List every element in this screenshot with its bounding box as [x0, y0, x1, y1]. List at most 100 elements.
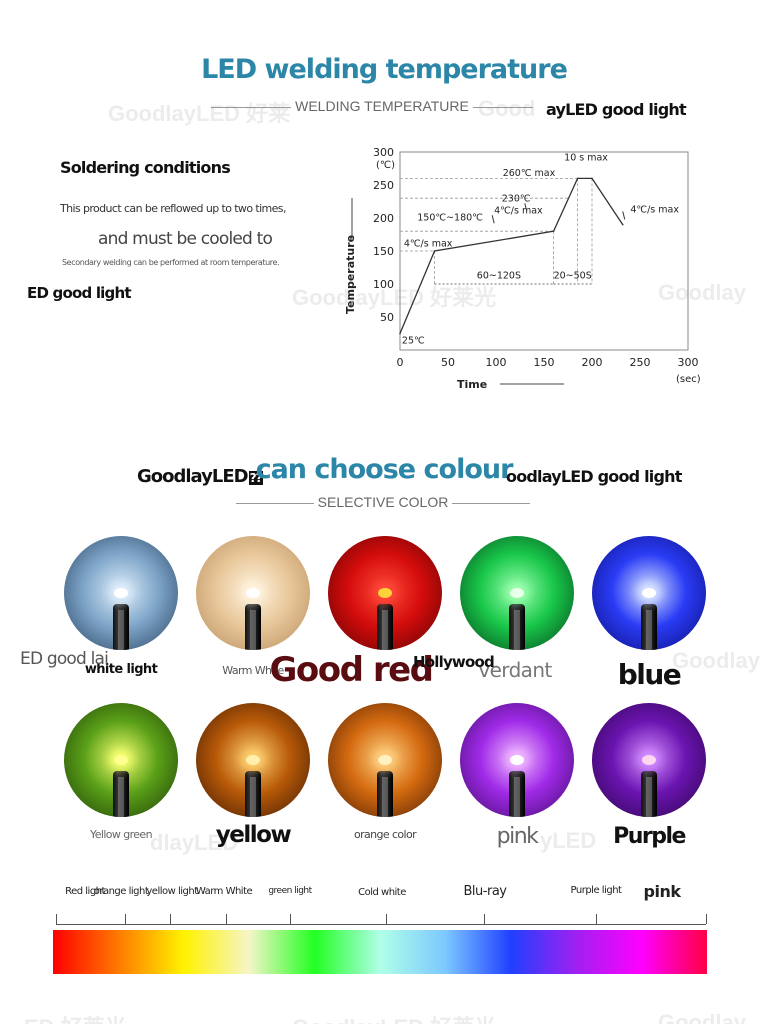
led-chip — [642, 588, 656, 598]
led-bulb — [64, 536, 178, 650]
annotation-arrow — [524, 203, 528, 212]
led-left-text: ED good lai — [20, 649, 109, 669]
x-axis-label: Time — [457, 378, 487, 391]
soldering-text-line1: This product can be reflowed up to two t… — [60, 202, 286, 215]
x-tick-label: 250 — [630, 356, 651, 369]
reflow-point — [399, 332, 401, 335]
led-chip — [246, 588, 260, 598]
reflow-curve — [399, 177, 624, 334]
reflow-point — [552, 230, 555, 232]
spectrum-tick — [596, 914, 597, 924]
chart-annotation: 10 s max — [564, 153, 608, 164]
led-color-label: yellow — [215, 822, 292, 848]
watermark: GoodlayLED 好莱光 — [292, 1010, 496, 1024]
led-bulb — [460, 703, 574, 817]
soldering-text-line3: Secondary welding can be performed at ro… — [62, 258, 280, 267]
led-bulb — [592, 703, 706, 817]
spectrum-tick — [125, 914, 126, 924]
reflow-point — [576, 177, 579, 180]
soldering-conditions-heading: Soldering conditions — [60, 158, 231, 177]
led-bulb — [328, 536, 442, 650]
watermark: Good — [478, 96, 536, 121]
watermark: yLED — [540, 828, 597, 853]
led-color-label: Purple — [613, 824, 686, 849]
led-bulb — [196, 703, 310, 817]
led-chip — [510, 588, 524, 598]
subtitle-text: SELECTIVE COLOR — [317, 494, 449, 510]
led-tweezer — [641, 771, 657, 817]
x-tick-label: 150 — [534, 356, 555, 369]
x-tick-label: 100 — [486, 356, 507, 369]
spectrum-tick — [56, 914, 57, 924]
spectrum-label: Red light — [65, 886, 105, 897]
led-tweezer — [641, 604, 657, 650]
y-tick-label: 150 — [373, 245, 394, 258]
x-unit-label: (sec) — [676, 374, 701, 385]
led-color-label: pink — [496, 824, 539, 849]
section-title-welding: LED welding temperature — [201, 54, 568, 85]
divider-line — [452, 502, 531, 504]
section-subtitle-welding: WELDING TEMPERATURE — [200, 98, 544, 114]
x-tick-label: 50 — [441, 356, 455, 369]
brand-text: GoodlayLED — [137, 466, 249, 487]
spectrum-label: Blu-ray — [463, 884, 507, 899]
reflow-profile-chart: (℃) (sec) Time Temperature 50 100 150 200 25… — [344, 146, 701, 391]
y-tick-label: 300 — [373, 146, 394, 159]
led-color-label: Warm White — [222, 664, 284, 677]
left-brand-text: ED good light — [27, 284, 132, 302]
led-color-label: blue — [617, 658, 682, 691]
brand-text-left: GoodlayLED?? — [137, 466, 263, 487]
y-tick-label: 250 — [373, 179, 394, 192]
watermark: GoodlayLED 好莱 — [108, 101, 291, 126]
y-unit-label: (℃) — [376, 160, 395, 171]
spectrum-tick — [226, 914, 227, 924]
spectrum-label: Cold white — [358, 887, 406, 898]
watermark: ED 好莱光 — [24, 1010, 127, 1024]
watermark: Goodlay — [672, 648, 761, 673]
annotation-arrow — [491, 215, 495, 224]
spectrum-label: green light — [268, 886, 312, 896]
y-axis-label: Temperature — [344, 235, 357, 314]
chart-annotation: 230℃ — [502, 194, 531, 205]
spectrum-tick — [290, 914, 291, 924]
led-bulb — [460, 536, 574, 650]
divider-line — [235, 502, 314, 504]
annotation-arrow — [622, 211, 626, 220]
watermark: Goodlay — [658, 1010, 747, 1024]
reflow-point — [591, 177, 593, 180]
spectrum-bar — [53, 930, 707, 974]
led-color-label: orange color — [353, 828, 417, 841]
section-title-colour: can choose colour — [255, 454, 514, 485]
led-color-label: verdant — [478, 658, 552, 682]
led-chip — [378, 755, 392, 765]
watermark: GoodlayLED 好莱光 — [292, 285, 497, 310]
divider-line — [211, 106, 292, 108]
spectrum-axis-line — [56, 924, 706, 925]
side-brand-text: ayLED good light — [546, 100, 687, 119]
led-chip — [642, 755, 656, 765]
brand-text-right: oodlayLED good light — [506, 467, 682, 486]
brand-boxes: ?? — [248, 471, 263, 485]
led-chip — [378, 588, 392, 598]
plot-frame — [399, 151, 689, 351]
spectrum-label: Warm White — [195, 886, 253, 897]
spectrum-label: yellow light — [146, 886, 198, 897]
watermark: dlayLED — [150, 830, 239, 855]
led-tweezer — [113, 771, 129, 817]
chart-annotation: 150℃~180℃ — [417, 213, 483, 224]
led-chip — [114, 588, 128, 598]
subtitle-text: WELDING TEMPERATURE — [295, 98, 469, 114]
spectrum-tick — [386, 914, 387, 924]
led-chip — [114, 755, 128, 765]
chart-annotation: 4℃/s max — [494, 205, 543, 216]
led-chip — [246, 755, 260, 765]
spectrum-label: Purple light — [570, 885, 622, 896]
y-tick-label: 100 — [373, 278, 394, 291]
y-tick-label: 50 — [380, 311, 394, 324]
spectrum-tick — [706, 914, 707, 924]
led-tweezer — [377, 604, 393, 650]
led-chip — [510, 755, 524, 765]
chart-annotation: 20~50S — [554, 271, 592, 282]
chart-annotation: 25℃ — [402, 335, 425, 346]
led-bulb — [196, 536, 310, 650]
